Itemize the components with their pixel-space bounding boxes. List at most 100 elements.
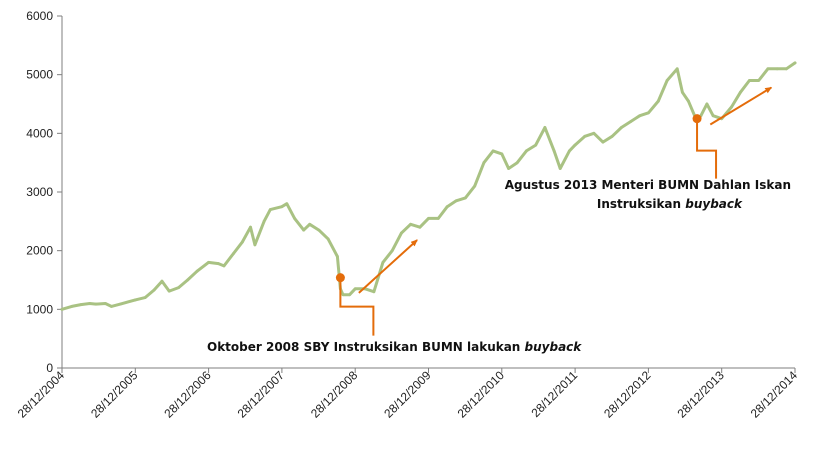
data-point (335, 255, 339, 258)
data-point (400, 231, 403, 235)
data-point (687, 99, 690, 103)
data-point (79, 303, 83, 307)
data-point (103, 302, 107, 305)
data-point (195, 269, 199, 273)
data-point (665, 79, 669, 82)
data-point (515, 161, 519, 165)
data-point (88, 302, 92, 305)
x-tick-label: 28/12/2012 (601, 368, 654, 421)
data-point (293, 217, 297, 220)
data-point (262, 219, 266, 223)
data-point (681, 90, 684, 94)
data-point (793, 61, 797, 65)
data-point (409, 222, 413, 226)
annotation-emphasis: buyback (525, 340, 583, 354)
data-point (317, 228, 321, 232)
callout-connector (696, 118, 718, 179)
data-point (525, 149, 528, 153)
index-series-line (60, 61, 797, 311)
y-tick-label: 2000 (26, 244, 53, 258)
data-point (739, 90, 742, 94)
data-point (372, 290, 376, 294)
data-point (619, 126, 623, 129)
data-point (567, 149, 571, 153)
data-point (341, 293, 345, 297)
data-point (280, 205, 284, 209)
x-tick-label: 28/12/2004 (15, 368, 68, 421)
data-point (249, 225, 252, 229)
data-point (610, 134, 614, 138)
data-point (222, 264, 226, 268)
data-point (326, 237, 330, 241)
data-point (381, 261, 385, 264)
data-point (482, 161, 486, 165)
data-point (507, 167, 510, 170)
data-point (583, 134, 587, 138)
data-point (445, 205, 449, 209)
x-tick-label: 28/12/2013 (674, 368, 727, 421)
callout-connector (339, 277, 375, 336)
x-tick-label: 28/12/2006 (161, 368, 214, 421)
data-point (775, 67, 779, 71)
x-tick-label: 28/12/2014 (748, 368, 801, 421)
data-point (730, 105, 733, 109)
x-tick-label: 28/12/2008 (308, 368, 361, 421)
data-point (302, 228, 306, 232)
y-tick-label: 6000 (26, 9, 53, 23)
data-point (705, 102, 709, 106)
event-marker (335, 273, 345, 283)
annotation-label: Instruksikan buyback (597, 197, 743, 211)
x-tick-label: 28/12/2009 (381, 368, 434, 421)
annotation-text: Oktober 2008 SBY Instruksikan BUMN lakuk… (207, 340, 525, 354)
data-point (70, 305, 74, 308)
data-point (592, 131, 596, 135)
data-point (748, 79, 751, 82)
data-point (241, 240, 244, 244)
trend-arrow (358, 239, 418, 294)
data-point (167, 289, 171, 293)
data-point (464, 196, 467, 200)
chart-annotations: Oktober 2008 SBY Instruksikan BUMN lakuk… (207, 86, 791, 354)
data-point (119, 302, 122, 306)
data-point (638, 114, 642, 118)
data-point (152, 288, 156, 292)
data-point (629, 120, 633, 123)
data-point (436, 217, 440, 220)
data-point (656, 99, 660, 103)
data-point (109, 305, 113, 308)
x-tick-label: 28/12/2010 (455, 368, 508, 421)
data-point (784, 67, 788, 71)
data-point (454, 199, 458, 203)
y-tick-label: 0 (46, 361, 53, 375)
data-point (308, 222, 312, 226)
data-point (133, 298, 137, 302)
data-point (177, 286, 181, 290)
data-point (143, 296, 147, 299)
data-point (647, 111, 650, 115)
data-point (675, 67, 679, 71)
data-point (216, 262, 220, 265)
chart-axes: 0 1000 2000 3000 4000 5000 6000 28/12/2004 28/12… (15, 9, 801, 421)
data-point (253, 243, 257, 247)
data-point (711, 114, 715, 118)
x-tick-label: 28/12/2011 (528, 368, 580, 420)
data-point (268, 208, 272, 212)
x-tick-label: 28/12/2007 (235, 368, 288, 421)
data-point (207, 261, 210, 264)
data-point (353, 287, 357, 291)
data-point (285, 202, 289, 206)
x-tick-label: 28/12/2005 (88, 368, 141, 421)
data-point (60, 307, 64, 311)
data-point (534, 143, 538, 147)
data-point (491, 149, 495, 153)
y-tick-label: 4000 (26, 126, 53, 140)
data-point (601, 140, 605, 144)
data-point (766, 67, 770, 71)
data-point (558, 167, 562, 170)
chart-series (60, 61, 797, 311)
y-tick-label: 5000 (26, 68, 53, 82)
y-tick-label: 1000 (26, 302, 53, 316)
data-point (418, 225, 422, 229)
data-point (348, 293, 352, 297)
annotation-emphasis: buyback (685, 197, 743, 211)
